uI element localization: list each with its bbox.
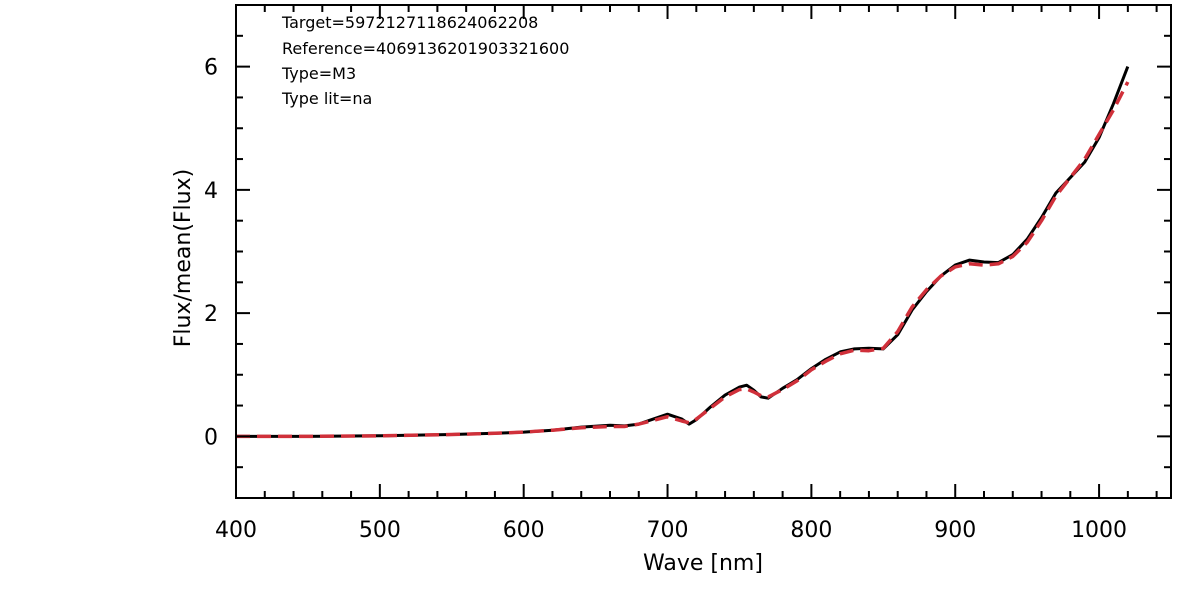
- annotation-reference: Reference=4069136201903321600: [282, 39, 569, 58]
- y-tick-label: 0: [204, 425, 218, 450]
- y-tick-label: 2: [204, 302, 218, 327]
- y-tick-label: 6: [204, 56, 218, 81]
- x-tick-label: 900: [934, 518, 976, 543]
- y-tick-labels: 0 2 4 6: [204, 56, 218, 451]
- axis-ticks: [235, 4, 1171, 499]
- annotation-target: Target=5972127118624062208: [281, 13, 538, 32]
- annotation-block: Target=5972127118624062208 Reference=406…: [281, 13, 569, 108]
- x-axis-title: Wave [nm]: [643, 551, 763, 576]
- x-tick-label: 700: [647, 518, 689, 543]
- plot-frame: [235, 4, 1172, 499]
- x-tick-label: 400: [215, 518, 257, 543]
- y-axis-title: Flux/mean(Flux): [171, 169, 196, 347]
- x-tick-labels: 400 500 600 700 800 900 1000: [215, 518, 1127, 543]
- x-tick-label: 600: [503, 518, 545, 543]
- x-tick-label: 500: [359, 518, 401, 543]
- annotation-type-lit: Type lit=na: [281, 89, 372, 108]
- y-tick-label: 4: [204, 179, 218, 204]
- x-tick-label: 800: [790, 518, 832, 543]
- series-line-1: [236, 66, 1130, 438]
- x-tick-label: 1000: [1071, 518, 1127, 543]
- annotation-type: Type=M3: [281, 64, 356, 83]
- series-layer: [236, 66, 1130, 439]
- series-line-2: [236, 81, 1130, 439]
